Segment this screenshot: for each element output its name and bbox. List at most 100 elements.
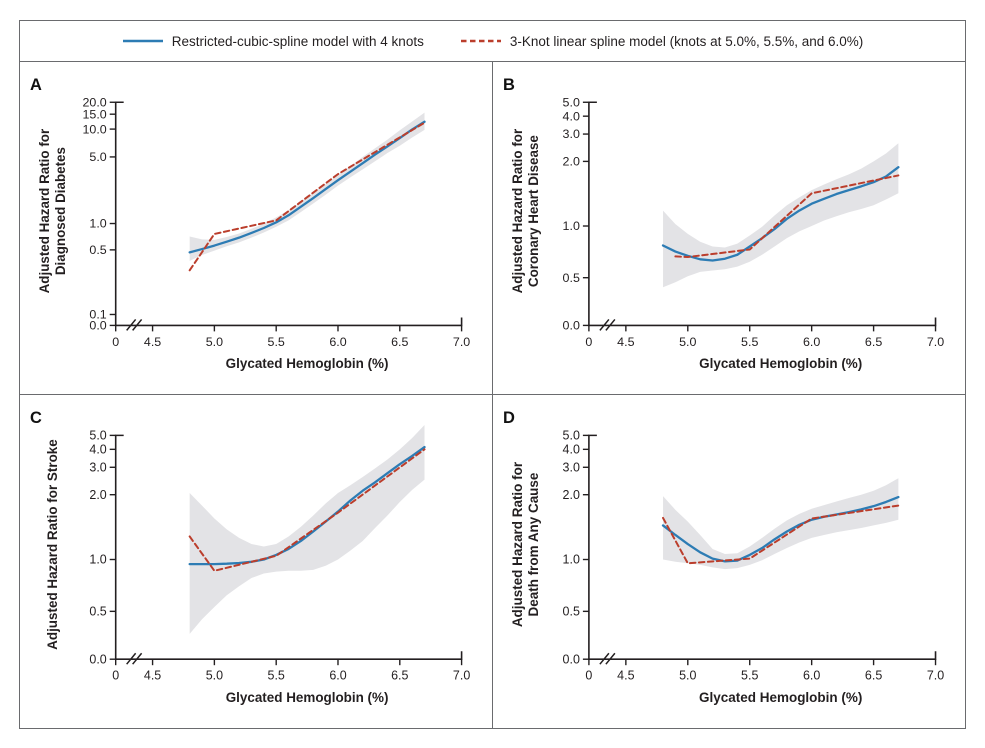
axis-break-mark (604, 318, 615, 331)
restricted-cubic-spline-curve (661, 166, 900, 262)
x-tick-label: 5.5 (741, 335, 758, 349)
y-tick-label: 5.0 (562, 429, 579, 443)
x-tick-label: 5.0 (206, 335, 223, 349)
y-tick-label: 0.0 (89, 319, 106, 333)
x-tick-label: 5.5 (741, 669, 758, 683)
confidence-band (662, 478, 898, 570)
y-tick-label: 1.0 (89, 553, 106, 567)
linear-spline-curve (188, 121, 426, 272)
x-tick-label: 6.5 (864, 669, 881, 683)
panel-d-chart: 0.0 0.5 1.0 2.0 3.0 4.0 5.0 0 4.5 5.0 5.5 6.0 6.5 7.0… (492, 395, 965, 728)
chart-panel-a: 0.00.1 0.5 1.0 5.0 10.015.020.0 0 4.5 5.0 5.5 6.0… (30, 76, 470, 371)
x-tick-label: 6.5 (864, 335, 881, 349)
axis-break-mark (598, 318, 609, 331)
x-axis-title: Glycated Hemoglobin (%) (226, 690, 389, 705)
x-tick-label: 7.0 (926, 335, 943, 349)
chart-panel-c: 0.00.51.02.03.04.05.00 4.5 5.0 5.5 6.0 6.5 7.0… (30, 409, 470, 705)
x-tick-label: 4.5 (144, 669, 161, 683)
y-axis-title: Diagnosed Diabetes (53, 147, 68, 275)
legend-label-cubic-spline: Restricted-cubic-spline model with 4 kno… (171, 33, 424, 49)
x-tick-label: 7.0 (453, 335, 470, 349)
y-tick-label: 1.0 (89, 217, 106, 231)
x-tick-label: 5.5 (268, 335, 285, 349)
y-tick-label: 0.0 (89, 652, 106, 666)
confidence-band (662, 143, 898, 288)
x-tick-label: 0 (585, 335, 592, 349)
x-tick-label: 6.0 (329, 669, 346, 683)
axes-lines (587, 101, 936, 327)
y-tick-label: 3.0 (89, 460, 106, 474)
x-tick-label: 6.5 (391, 669, 408, 683)
y-tick-label: 0.5 (562, 605, 579, 619)
chart-panel-d: 0.00.51.02.03.04.05.00 4.5 5.0 5.5 6.0 6.5 7.0… (502, 409, 943, 705)
y-axis-title: Adjusted Hazard Ratio for (509, 128, 524, 293)
confidence-band (189, 112, 425, 261)
y-tick-label: 2.0 (89, 488, 106, 502)
legend-item-linear-spline: 3-Knot linear spline model (knots at 5.0… (460, 34, 863, 49)
x-tick-label: 5.0 (679, 669, 696, 683)
y-tick-label: 15.0 (82, 107, 106, 121)
x-tick-label: 0 (112, 335, 119, 349)
legend-label-linear-spline: 3-Knot linear spline model (knots at 5.0… (509, 33, 864, 49)
y-axis-title: Adjusted Hazard Ratio for (509, 461, 524, 627)
x-axis-title: Glycated Hemoglobin (%) (699, 356, 862, 371)
y-axis-title: Coronary Heart Disease (525, 135, 540, 288)
legend-item-cubic-spline: Restricted-cubic-spline model with 4 kno… (122, 34, 424, 49)
y-tick-label: 5.0 (562, 95, 579, 109)
y-tick-label: 20.0 (82, 95, 106, 109)
restricted-cubic-spline-curve (188, 120, 426, 254)
y-axis-title: Adjusted Hazard Ratio for (37, 128, 52, 293)
x-tick-label: 4.5 (617, 335, 634, 349)
legend-dashed-line-icon (460, 39, 501, 43)
x-tick-label: 7.0 (926, 669, 943, 683)
y-tick-label: 0.0 (562, 319, 579, 333)
linear-spline-curve (661, 504, 899, 565)
figure-legend: Restricted-cubic-spline model with 4 kno… (20, 21, 965, 62)
y-tick-label: 5.0 (89, 150, 106, 164)
y-tick-label: 3.0 (562, 127, 579, 141)
restricted-cubic-spline-curve (188, 445, 426, 566)
x-tick-label: 5.0 (206, 669, 223, 683)
y-axis-title: Adjusted Hazard Ratio for Stroke (45, 439, 60, 650)
x-tick-label: 6.0 (802, 335, 819, 349)
x-tick-label: 6.0 (802, 669, 819, 683)
x-tick-label: 7.0 (453, 669, 470, 683)
figure-frame: Restricted-cubic-spline model with 4 kno… (19, 20, 966, 729)
x-tick-label: 6.5 (391, 335, 408, 349)
y-tick-label: 1.0 (562, 553, 579, 567)
x-axis-title: Glycated Hemoglobin (%) (699, 690, 862, 705)
panel-letter: B (502, 76, 514, 94)
panel-a-chart: 0.0 0.1 0.5 1.0 5.0 10.0 15.0 20.0 0 4.5 5.0 5.5 6.0… (20, 62, 493, 395)
linear-spline-curve (673, 174, 899, 259)
panel-letter: D (502, 409, 514, 427)
restricted-cubic-spline-curve (661, 495, 900, 563)
panel-b-chart: 0.0 0.5 1.0 2.0 3.0 4.0 5.0 0 4.5 5.0 5.5 6.0 6.5 7.0… (492, 62, 965, 395)
panel-c-chart: 0.0 0.5 1.0 2.0 3.0 4.0 5.0 0 4.5 5.0 5.5 6.0 6.5 7.0… (20, 395, 493, 728)
y-tick-label: 1.0 (562, 219, 579, 233)
x-tick-label: 4.5 (144, 335, 161, 349)
axis-break-mark (126, 652, 137, 665)
axis-break-mark (604, 652, 615, 665)
y-axis-title: Death from Any Cause (525, 472, 540, 616)
y-tick-label: 0.1 (89, 308, 106, 322)
panel-letter: A (30, 76, 42, 94)
y-tick-label: 3.0 (562, 460, 579, 474)
y-tick-label: 4.0 (562, 443, 579, 457)
axis-break-mark (598, 652, 609, 665)
legend-solid-line-icon (122, 39, 163, 43)
confidence-band (189, 425, 425, 634)
y-tick-label: 0.5 (562, 271, 579, 285)
x-tick-label: 4.5 (617, 669, 634, 683)
y-tick-label: 4.0 (89, 443, 106, 457)
x-tick-label: 6.0 (329, 335, 346, 349)
panel-letter: C (30, 409, 42, 427)
y-tick-label: 10.0 (82, 122, 106, 136)
y-tick-label: 2.0 (562, 488, 579, 502)
y-tick-label: 0.0 (562, 652, 579, 666)
chart-panel-b: 0.00.51.02.03.04.05.00 4.5 5.0 5.5 6.0 6.5 7.0… (502, 76, 943, 371)
x-tick-label: 5.5 (268, 669, 285, 683)
axis-break-mark (126, 318, 137, 331)
axis-break-mark (132, 318, 143, 331)
x-tick-label: 0 (585, 669, 592, 683)
